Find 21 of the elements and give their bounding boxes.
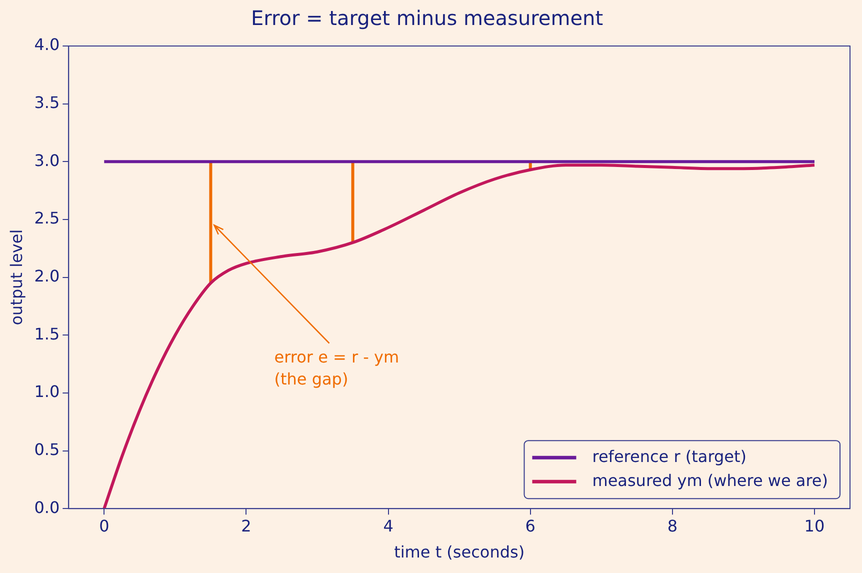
legend-label: measured ym (where we are) xyxy=(592,470,828,490)
annotation: error e = r - ym (the gap) xyxy=(274,347,400,388)
legend-label: reference r (target) xyxy=(592,446,747,466)
y-tick-label: 1.5 xyxy=(34,324,60,344)
chart-title: Error = target minus measurement xyxy=(250,6,604,30)
y-tick-label: 0.5 xyxy=(34,440,60,459)
x-tick-label: 6 xyxy=(525,516,536,536)
x-tick-label: 10 xyxy=(804,516,825,536)
y-tick-label: 3.5 xyxy=(34,92,60,112)
y-tick-label: 4.0 xyxy=(34,35,60,54)
x-axis-title: time t (seconds) xyxy=(394,542,525,562)
y-tick-label: 0.0 xyxy=(34,498,60,517)
x-tick-label: 0 xyxy=(99,516,110,536)
y-tick-label: 2.0 xyxy=(34,266,60,286)
y-tick-label: 3.0 xyxy=(34,150,60,170)
x-tick-label: 8 xyxy=(667,516,678,536)
y-tick-label: 1.0 xyxy=(34,382,60,402)
y-tick-label: 2.5 xyxy=(34,208,60,228)
x-tick-label: 4 xyxy=(383,516,394,536)
x-tick-label: 2 xyxy=(241,516,252,536)
y-axis-title: output level xyxy=(6,229,26,326)
